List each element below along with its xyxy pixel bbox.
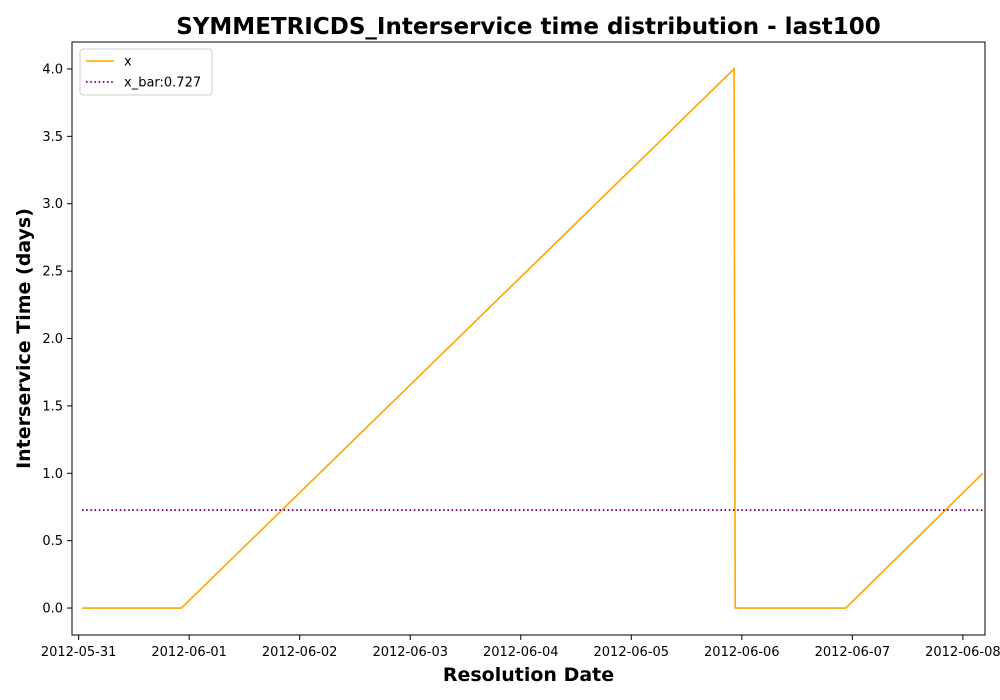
x-tick-label: 2012-06-02	[262, 645, 338, 660]
y-tick-label: 3.5	[42, 130, 63, 145]
legend-entry: x_bar:0.727	[124, 76, 201, 91]
x-tick-label: 2012-05-31	[41, 645, 117, 660]
x-axis-label: Resolution Date	[443, 664, 614, 686]
x-tick-label: 2012-06-01	[151, 645, 227, 660]
y-tick-label: 4.0	[42, 62, 63, 77]
x-tick-label: 2012-06-05	[594, 645, 670, 660]
x-tick-label: 2012-06-08	[925, 645, 1000, 660]
y-tick-label: 1.5	[42, 399, 63, 414]
y-tick-label: 3.0	[42, 197, 63, 212]
x-tick-label: 2012-06-03	[372, 645, 448, 660]
x-axis: 2012-05-31 2012-06-01 2012-06-02 2012-06-03…	[41, 635, 1000, 660]
y-tick-label: 0.5	[42, 534, 63, 549]
y-axis: 0.0 0.5 1.0 1.5 2.0 2.5 3.0 3.5 4.0	[42, 62, 72, 617]
y-tick-label: 1.0	[42, 467, 63, 482]
x-tick-label: 2012-06-06	[704, 645, 780, 660]
chart-title: SYMMETRICDS_Interservice time distributi…	[176, 14, 881, 40]
legend-entry: x	[124, 55, 132, 70]
y-tick-label: 0.0	[42, 602, 63, 617]
series-line-x	[81, 67, 984, 609]
y-tick-label: 2.5	[42, 265, 63, 280]
x-tick-label: 2012-06-07	[815, 645, 891, 660]
y-axis-label: Interservice Time (days)	[13, 208, 35, 469]
legend: x x_bar:0.727	[79, 48, 213, 96]
x-tick-label: 2012-06-04	[483, 645, 559, 660]
plot-area	[81, 67, 984, 609]
y-tick-label: 2.0	[42, 332, 63, 347]
plot-frame	[71, 41, 986, 636]
